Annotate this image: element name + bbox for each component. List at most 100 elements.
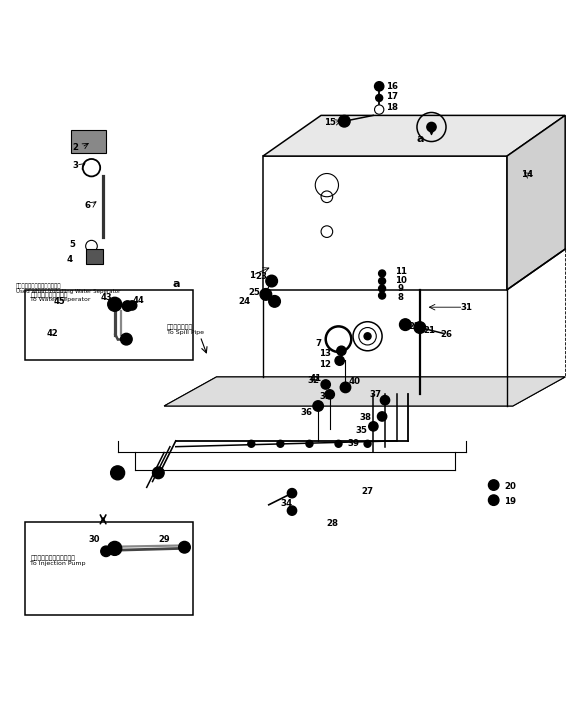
Circle shape [399,319,411,331]
Text: スピルパイプへ: スピルパイプへ [167,325,193,330]
Circle shape [364,333,371,340]
Text: 13: 13 [318,349,331,358]
Text: 38: 38 [359,413,371,422]
Text: 45: 45 [54,297,65,306]
Circle shape [101,546,111,557]
Text: 31: 31 [460,303,472,312]
Text: ウォータセパレータ設置時使用: ウォータセパレータ設置時使用 [16,283,61,289]
Text: 44: 44 [132,296,144,305]
Text: 25: 25 [249,288,260,297]
Polygon shape [263,115,565,156]
Text: a: a [172,279,179,289]
Polygon shape [164,377,565,406]
Text: 7: 7 [315,339,321,348]
Circle shape [287,488,297,498]
Circle shape [248,440,255,447]
Text: ウォータセパレータへ: ウォータセパレータへ [30,292,68,298]
Text: 14: 14 [522,170,533,179]
Circle shape [287,506,297,516]
Bar [71,130,106,153]
Text: 4: 4 [67,255,73,264]
Circle shape [378,285,385,292]
Text: 27: 27 [361,487,374,496]
Circle shape [488,495,499,505]
Text: 30: 30 [89,535,100,544]
Text: 33: 33 [319,392,332,400]
Circle shape [414,321,426,334]
Circle shape [120,334,132,345]
Text: 1: 1 [249,271,255,280]
Text: 3: 3 [73,162,79,170]
Text: 8: 8 [398,293,404,302]
Circle shape [335,356,345,365]
Text: 20: 20 [504,482,516,490]
Text: 2: 2 [73,143,79,152]
Circle shape [179,541,190,553]
Text: 34: 34 [280,499,292,508]
Text: 24: 24 [238,297,251,306]
Text: 17: 17 [386,92,398,101]
Text: 9: 9 [398,284,404,293]
Circle shape [313,400,324,411]
Text: 18: 18 [386,103,398,111]
Text: 43: 43 [100,293,112,302]
Circle shape [260,288,272,301]
Circle shape [376,94,383,101]
Text: 10: 10 [395,276,406,285]
Bar [25,290,193,360]
Circle shape [488,480,499,490]
Circle shape [364,440,371,447]
Text: 41: 41 [310,374,322,383]
Text: 15: 15 [325,119,336,127]
Text: 21: 21 [424,326,436,335]
Polygon shape [263,156,507,290]
Circle shape [340,383,351,393]
Circle shape [380,395,390,405]
Text: 19: 19 [504,498,516,506]
Circle shape [266,275,277,287]
Text: a: a [416,134,423,144]
Text: 35: 35 [356,426,368,435]
Circle shape [337,346,346,355]
Circle shape [321,380,331,389]
Circle shape [335,440,342,447]
Circle shape [277,440,284,447]
Text: 42: 42 [47,329,58,338]
Circle shape [369,421,378,431]
Text: 32: 32 [308,376,319,385]
Polygon shape [507,115,565,290]
Text: 37: 37 [369,390,381,399]
Text: To Water Seperator: To Water Seperator [30,298,91,303]
Circle shape [108,541,121,555]
Text: 23: 23 [256,273,268,281]
Circle shape [378,270,385,277]
Text: To Spill Pipe: To Spill Pipe [167,330,204,335]
Circle shape [269,296,280,307]
Bar [25,522,193,615]
Circle shape [339,115,350,127]
Text: 28: 28 [326,520,339,528]
Text: Used when Installing Water Seperator: Used when Installing Water Seperator [16,288,120,293]
Circle shape [325,390,335,399]
Circle shape [152,467,164,479]
Text: 11: 11 [395,267,406,276]
Text: 39: 39 [347,439,359,448]
Circle shape [374,82,384,91]
Bar [86,249,103,264]
Text: 36: 36 [301,408,312,418]
Circle shape [108,298,121,311]
Circle shape [122,301,133,311]
Circle shape [427,122,436,132]
Text: 22: 22 [408,322,420,331]
Circle shape [378,292,385,299]
Text: 6: 6 [85,201,91,210]
Circle shape [127,301,137,310]
Text: 12: 12 [318,360,331,369]
Circle shape [378,278,385,285]
Polygon shape [164,377,565,406]
Circle shape [110,466,124,480]
Circle shape [306,440,313,447]
Text: 29: 29 [158,535,170,544]
Circle shape [377,412,387,421]
Text: 16: 16 [386,82,398,91]
